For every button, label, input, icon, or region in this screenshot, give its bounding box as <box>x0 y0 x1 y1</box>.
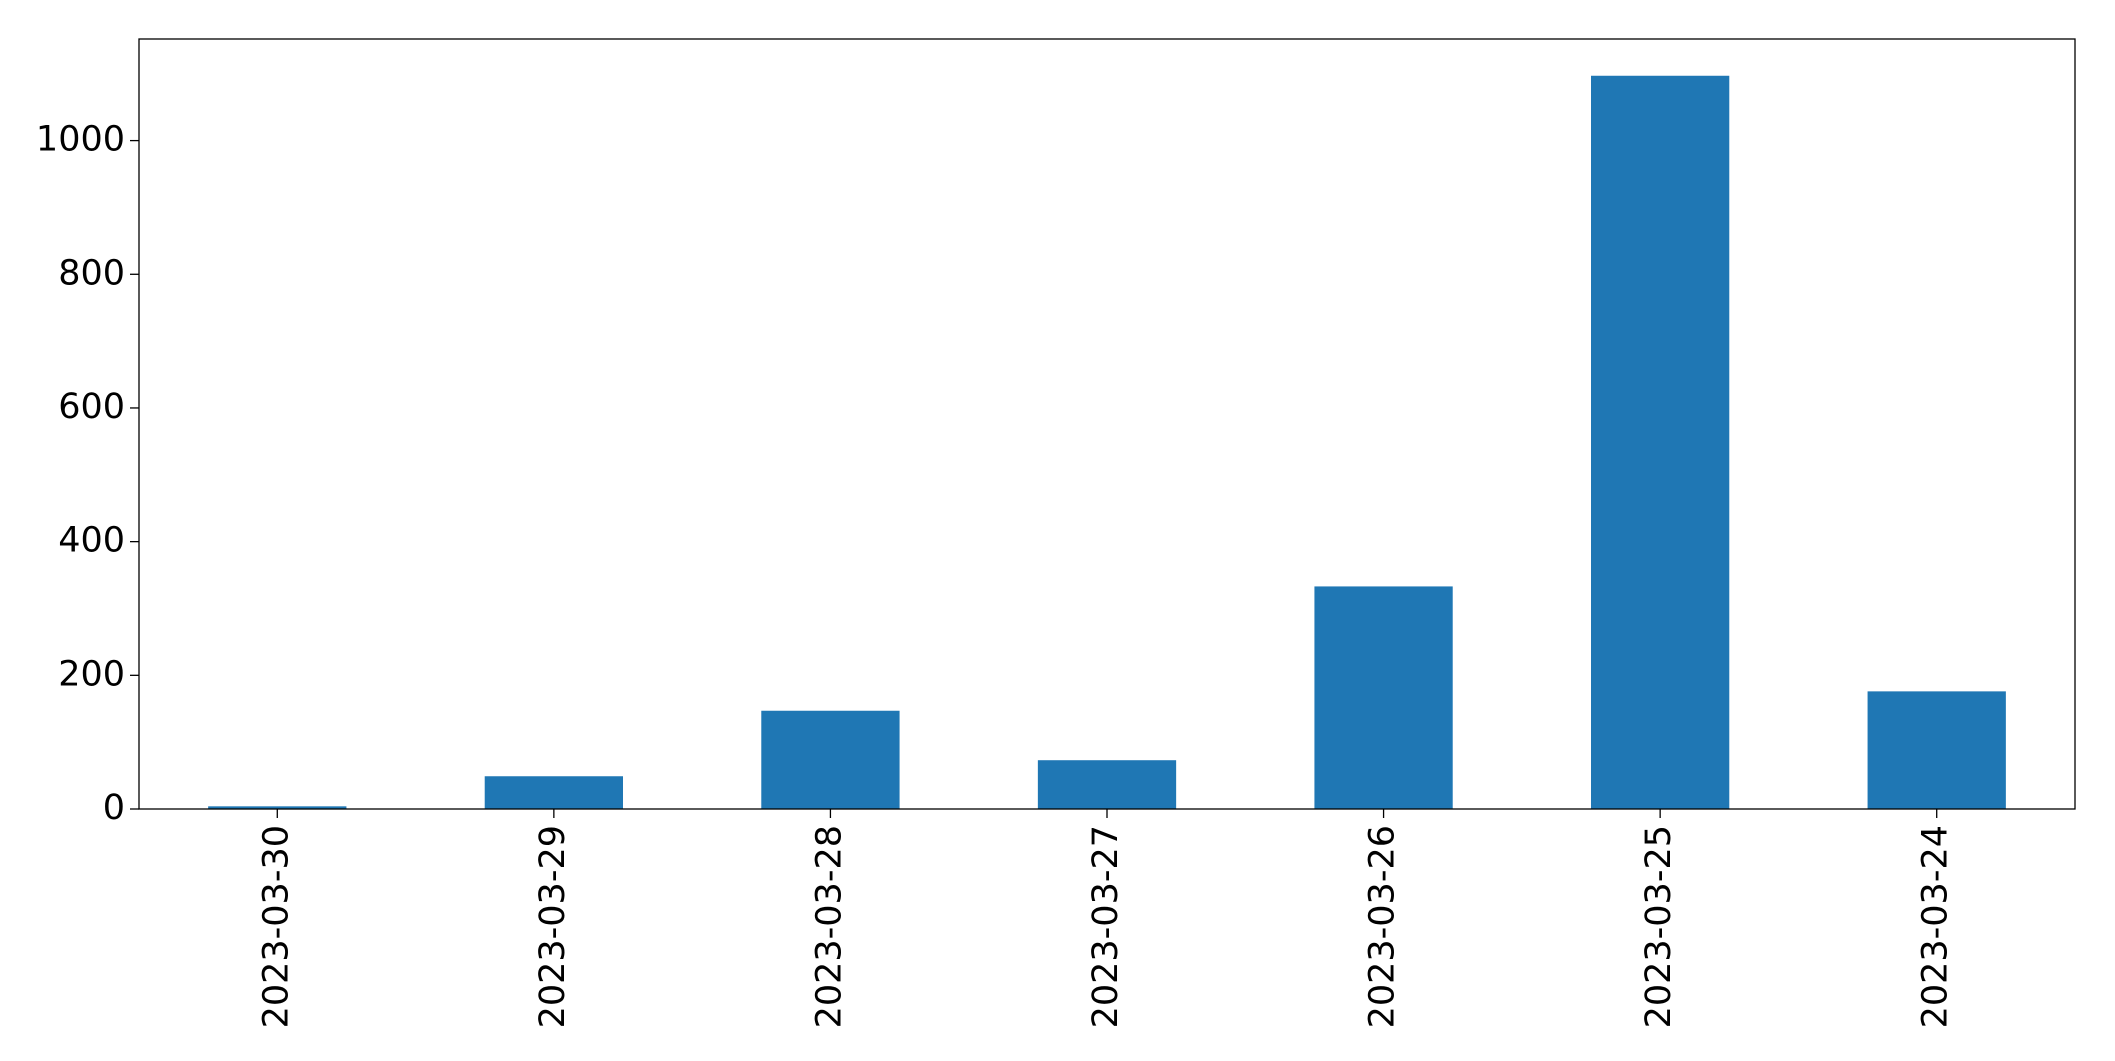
x-tick-label: 2023-03-25 <box>1639 825 1679 1028</box>
y-tick-label: 1000 <box>36 120 125 160</box>
bar <box>1867 691 2006 809</box>
bar <box>484 776 623 809</box>
y-tick-label: 600 <box>58 387 125 427</box>
y-tick-label: 0 <box>103 788 125 828</box>
x-tick-label: 2023-03-30 <box>256 825 296 1028</box>
bar <box>208 806 347 809</box>
x-tick-label: 2023-03-24 <box>1916 825 1956 1028</box>
x-tick-label: 2023-03-27 <box>1086 825 1126 1028</box>
bar <box>761 710 900 809</box>
bar <box>1037 760 1177 809</box>
x-tick-label: 2023-03-28 <box>809 825 849 1028</box>
bar <box>1591 75 1730 810</box>
y-tick-label: 200 <box>58 654 125 694</box>
axes-frame <box>138 38 2076 810</box>
bar <box>1314 586 1453 809</box>
y-tick-label: 800 <box>58 253 125 293</box>
y-tick-label: 400 <box>58 521 125 561</box>
x-tick-label: 2023-03-29 <box>533 825 573 1028</box>
x-tick-label: 2023-03-26 <box>1363 825 1403 1028</box>
